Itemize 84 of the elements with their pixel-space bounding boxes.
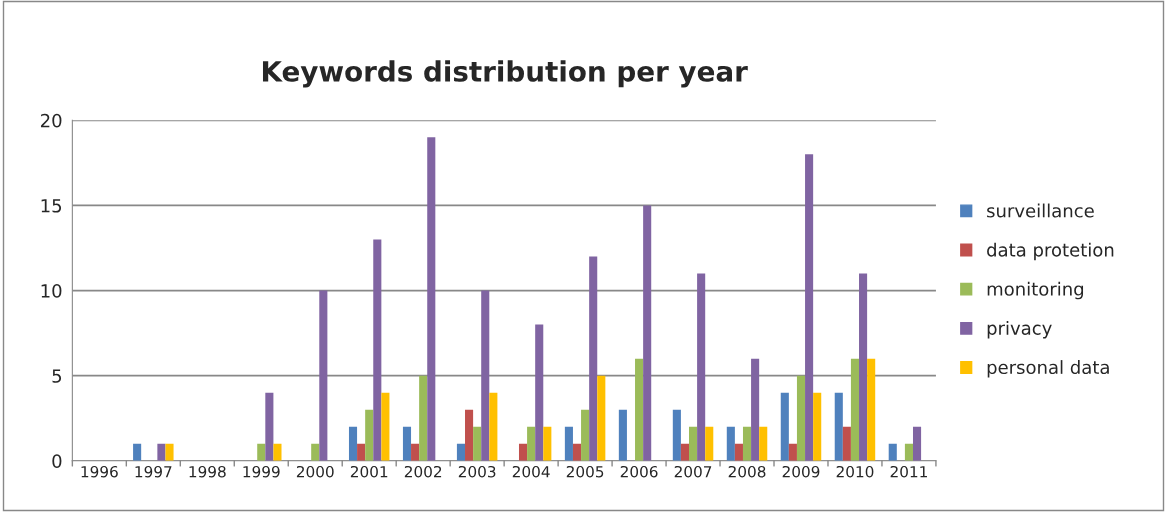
x-tick-label: 1996 [81,465,118,478]
y-tick-label: 5 [52,369,62,383]
bar [273,443,282,461]
x-tick-label: 2011 [890,465,927,478]
bar [564,426,573,461]
bar [357,443,366,461]
bar [742,426,752,461]
bar [133,443,142,461]
bar [697,273,706,461]
bar [543,426,552,461]
legend-label: monitoring [987,281,1084,300]
bar [481,290,490,461]
x-tick-label: 2006 [620,465,658,478]
bar [265,392,274,461]
bar [805,154,814,461]
legend-label: privacy [987,320,1052,339]
x-tick-label: 2005 [566,465,604,478]
x-tick-label: 1999 [243,465,280,478]
x-tick-label: 1997 [135,465,172,478]
bar [788,443,797,461]
y-tick-label: 20 [40,113,62,128]
x-tick-label: 2000 [296,465,334,478]
x-tick-label: 1998 [189,465,226,478]
bar [859,273,868,461]
chart-title: Keywords distribution per year [262,60,748,88]
bar [257,443,266,461]
legend-label: personal data [987,360,1109,378]
bar [726,426,735,461]
bar [913,426,922,461]
x-tick-label: 2010 [836,465,874,478]
bar [672,409,681,461]
bar [643,205,652,461]
bar [427,137,436,461]
x-tick-label: 2009 [782,465,820,478]
bar [465,409,474,461]
bar [581,409,590,461]
bar [348,426,358,461]
bar [419,375,428,461]
bar [411,443,420,461]
bar [319,290,328,461]
bar [402,426,412,461]
bar [589,256,598,461]
legend-label: surveillance [987,203,1094,218]
bar [751,358,760,461]
bar [365,409,374,461]
bar [705,426,714,461]
x-tick-label: 2002 [404,465,442,478]
bar [635,358,644,461]
bar [381,392,390,461]
bar [618,409,627,461]
bar [759,426,768,461]
y-tick-label: 0 [52,454,62,468]
bar [780,392,789,461]
bar [850,358,860,461]
bar [813,392,822,461]
bar [311,443,320,461]
bar [597,375,606,461]
bar [572,443,582,461]
y-tick-label: 10 [41,284,62,298]
bar [473,426,482,461]
x-tick-label: 2001 [350,465,388,478]
bar [165,443,174,461]
x-tick-label: 2007 [674,465,712,478]
legend-label: data protetion [987,242,1114,261]
bar [518,443,528,461]
bar [734,443,743,461]
bar [527,426,536,461]
bar [904,443,913,461]
bar [489,392,498,461]
bar [689,426,698,461]
y-tick-label: 15 [41,199,62,213]
bar [842,426,851,461]
bar [834,392,843,461]
x-tick-label: 2008 [728,465,766,478]
x-tick-label: 2004 [512,465,550,478]
bar [888,443,897,461]
bar [157,443,166,461]
bar [680,443,689,461]
bar [373,239,382,461]
x-tick-label: 2003 [458,465,496,478]
bar [867,358,876,461]
bar [796,375,806,461]
bar [456,443,466,461]
bar [535,324,544,461]
